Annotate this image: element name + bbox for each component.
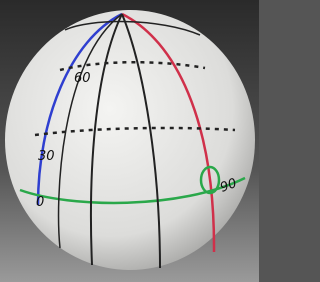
- label: 30: [38, 149, 55, 164]
- label: 0: [36, 195, 44, 210]
- photo: 60 30 0 90: [0, 0, 259, 282]
- ball: [5, 10, 255, 270]
- label: 60: [74, 71, 91, 86]
